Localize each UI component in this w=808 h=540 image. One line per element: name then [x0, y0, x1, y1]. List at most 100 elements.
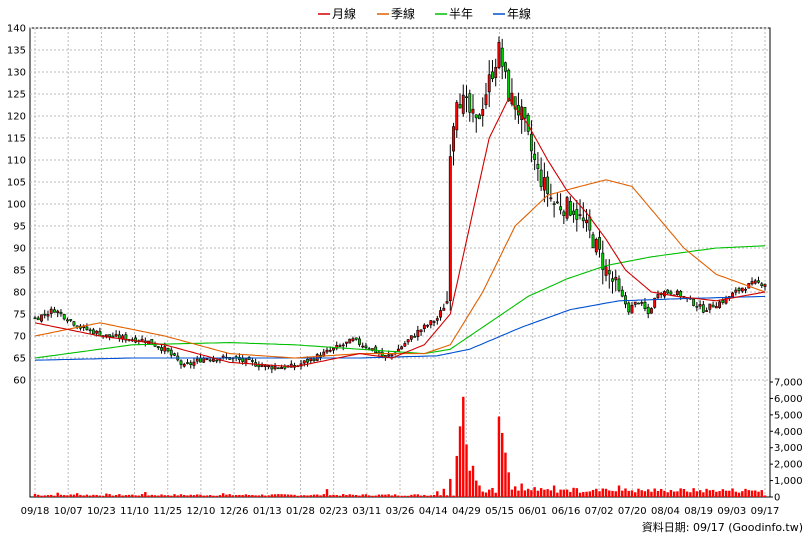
- candle-body: [104, 334, 108, 337]
- candle-body: [740, 287, 744, 292]
- volume-bar: [264, 495, 267, 497]
- volume-bar: [114, 495, 118, 497]
- volume-bar: [202, 495, 205, 497]
- volume-bar: [296, 495, 300, 497]
- candle-body: [202, 357, 206, 363]
- candle-body: [354, 337, 358, 340]
- volume-bar: [88, 495, 92, 497]
- volume-bar: [53, 495, 56, 497]
- volume-bar: [257, 495, 261, 497]
- volume-bar: [361, 494, 364, 497]
- candle-body: [500, 47, 504, 67]
- volume-bar: [711, 489, 715, 497]
- volume-bar: [679, 488, 682, 497]
- candle-body: [465, 96, 468, 99]
- candle-body: [166, 347, 170, 352]
- volume-bar: [218, 495, 222, 497]
- candle-body: [208, 359, 212, 362]
- volume-bar: [526, 488, 530, 497]
- volume-bar: [500, 432, 504, 497]
- candle-body: [679, 290, 683, 298]
- volume-bar: [283, 494, 287, 497]
- candle-body: [656, 294, 660, 299]
- volume-bar: [426, 495, 429, 497]
- volume-tick-label: 0: [774, 493, 780, 504]
- candle-body: [244, 358, 248, 364]
- volume-bar: [111, 495, 115, 497]
- candle-body: [510, 92, 514, 105]
- candle-body: [523, 106, 527, 119]
- volume-bar: [40, 495, 43, 497]
- volume-bar: [280, 494, 283, 497]
- volume-bar: [338, 495, 342, 497]
- volume-bar: [614, 491, 617, 497]
- candle-body: [594, 239, 598, 253]
- volume-bar: [439, 495, 442, 497]
- volume-bar: [478, 485, 481, 497]
- volume-bar: [682, 488, 686, 497]
- candle-body: [186, 362, 189, 364]
- candle-body: [529, 133, 533, 152]
- volume-bar: [507, 472, 510, 497]
- volume-bar: [358, 495, 361, 497]
- volume-bar: [157, 495, 160, 497]
- candle-body: [199, 357, 202, 363]
- volume-bar: [325, 489, 329, 497]
- candle-body: [435, 318, 439, 321]
- volume-bar: [504, 452, 507, 497]
- candle-body: [705, 310, 709, 312]
- date-tick-label: 06/16: [551, 506, 580, 517]
- price-tick-label: 105: [7, 178, 26, 189]
- volume-bar: [254, 495, 257, 497]
- volume-bar: [59, 494, 63, 497]
- candle-body: [507, 69, 511, 102]
- date-tick-label: 11/10: [120, 506, 149, 517]
- candle-body: [241, 358, 245, 362]
- volume-bar: [225, 494, 228, 497]
- volume-bar: [189, 494, 192, 497]
- candle-body: [640, 302, 644, 304]
- volume-bar: [150, 494, 154, 497]
- volume-bar: [621, 490, 624, 497]
- candle-body: [195, 358, 199, 362]
- candle-body: [491, 71, 494, 79]
- candle-body: [348, 338, 352, 344]
- volume-bar: [390, 495, 394, 497]
- volume-bar: [549, 490, 553, 497]
- volume-bar: [153, 495, 157, 497]
- volume-bar: [754, 490, 757, 497]
- volume-bar: [221, 493, 225, 497]
- date-tick-label: 10/23: [87, 506, 116, 517]
- volume-tick-label: 7,000: [774, 378, 803, 389]
- volume-bar: [419, 495, 423, 497]
- candle-body: [442, 307, 446, 311]
- candle-body: [445, 301, 449, 304]
- volume-bar: [183, 494, 186, 497]
- volume-bar: [471, 465, 475, 497]
- candle-body: [212, 358, 215, 362]
- volume-bar: [303, 495, 306, 497]
- volume-bar: [429, 495, 433, 497]
- volume-bar: [497, 416, 501, 497]
- volume-bar: [530, 490, 533, 497]
- data-date-footer: 資料日期: 09/17 (Goodinfo.tw): [642, 520, 803, 534]
- candle-body: [637, 302, 640, 305]
- volume-bar: [494, 492, 497, 497]
- price-tick-label: 85: [13, 266, 26, 277]
- candle-body: [422, 324, 426, 329]
- volume-bar: [238, 494, 241, 497]
- volume-bar: [351, 494, 355, 497]
- candle-body: [43, 313, 47, 316]
- volume-bar: [452, 495, 455, 497]
- candle-body: [471, 108, 475, 114]
- candle-body: [169, 349, 173, 356]
- candle-body: [611, 278, 614, 282]
- volume-bar: [199, 494, 202, 497]
- volume-bar: [598, 491, 601, 497]
- volume-bar: [364, 494, 368, 497]
- candle-body: [552, 203, 556, 205]
- candle-body: [400, 346, 404, 350]
- candle-body: [276, 367, 280, 370]
- price-tick-label: 115: [7, 134, 26, 145]
- date-tick-label: 09/03: [717, 506, 746, 517]
